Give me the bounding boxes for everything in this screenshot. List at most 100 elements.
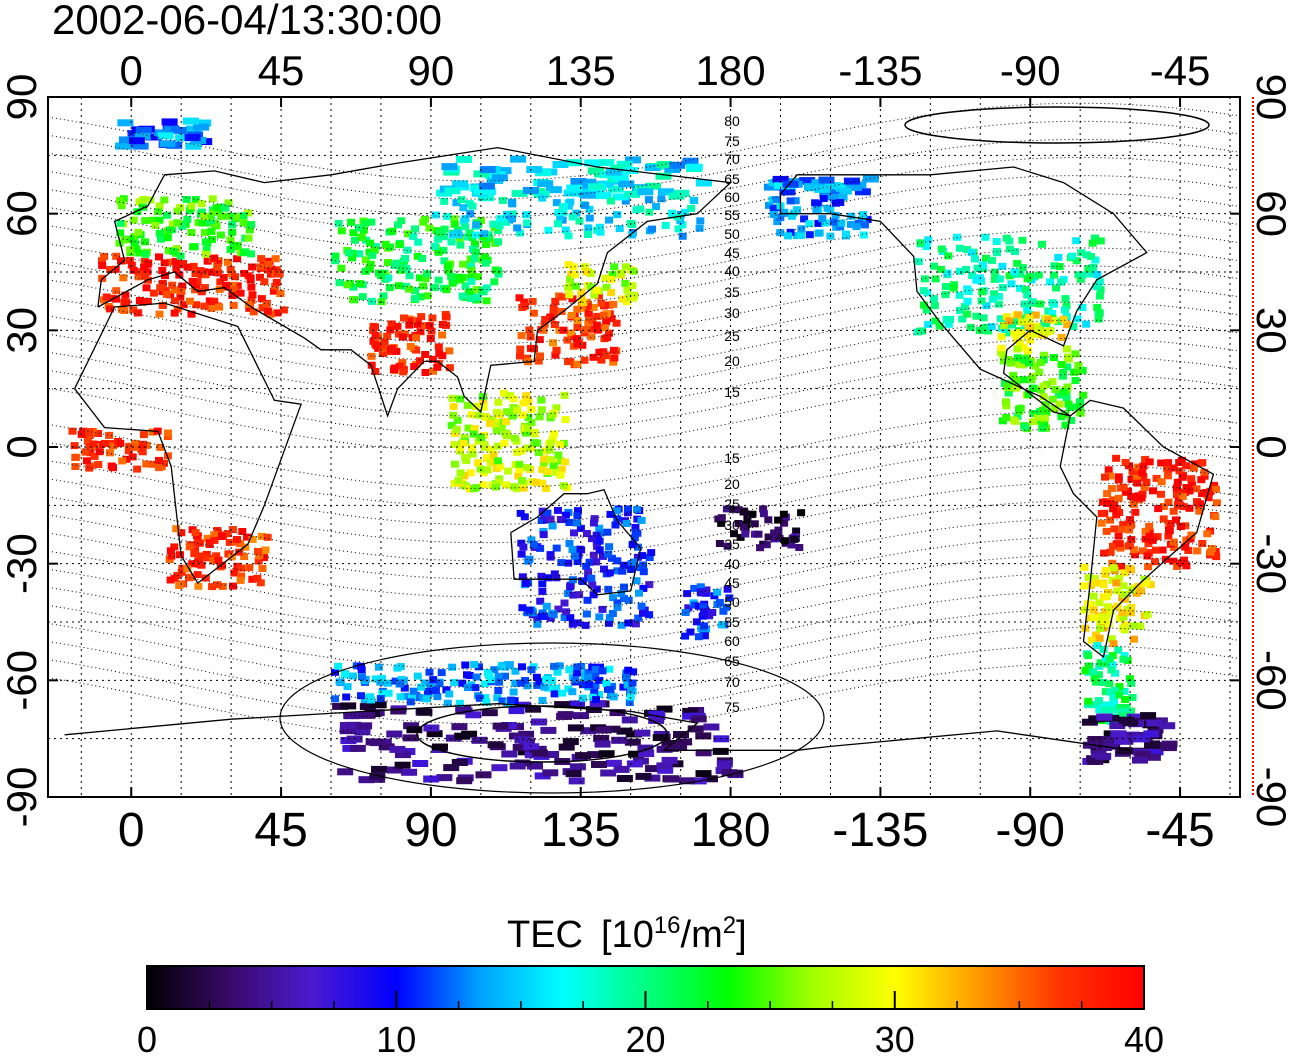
tec-cell (631, 528, 640, 536)
magnetic-contour (48, 663, 1240, 743)
tec-cell (1198, 540, 1207, 547)
tec-cell (343, 712, 360, 720)
tec-cell (622, 520, 631, 527)
tec-cell (434, 248, 443, 256)
tec-cell (132, 245, 141, 253)
tec-cell (155, 253, 163, 261)
contour-label-south: 65 (724, 653, 740, 669)
tec-cell (371, 323, 380, 331)
tec-cell (445, 690, 454, 698)
tec-cell (190, 550, 199, 558)
tec-cell (792, 527, 801, 535)
tec-cell (1115, 683, 1124, 691)
tec-cell (604, 585, 613, 593)
tec-cell (543, 509, 552, 517)
tec-cell (588, 535, 596, 543)
tec-cell (1115, 574, 1124, 582)
tec-cell (671, 744, 688, 751)
tec-cell (597, 299, 606, 307)
tec-cell (460, 217, 469, 225)
tec-cell (715, 599, 724, 606)
tec-cell (201, 554, 210, 562)
tec-cell (482, 297, 491, 305)
tec-cell (705, 612, 714, 620)
tec-cell (193, 571, 202, 579)
coastline-1 (97, 146, 733, 418)
tec-cell (243, 533, 252, 541)
tec-cell (1079, 391, 1088, 399)
tec-cell (791, 197, 800, 205)
tec-cell (464, 424, 473, 432)
tec-cell (496, 215, 505, 223)
tec-cell (359, 226, 368, 234)
tec-cell (1007, 280, 1016, 288)
tec-cell (1013, 259, 1022, 267)
tec-cell (444, 187, 461, 195)
tec-cell (862, 175, 879, 183)
tec-cell (1023, 275, 1032, 283)
tec-cell (762, 541, 771, 549)
tec-cell (438, 331, 447, 339)
tec-cell (1049, 354, 1058, 361)
contour-label-south: 25 (724, 496, 740, 512)
tec-cell (524, 557, 533, 565)
tec-cell (1050, 271, 1058, 279)
tec-cell (351, 236, 359, 244)
tec-cell (645, 554, 654, 561)
tec-cell (484, 231, 493, 239)
tec-cell (105, 449, 114, 457)
tec-cell (237, 564, 246, 572)
lon-tick-bottom: 90 (404, 804, 457, 857)
tec-cell (736, 533, 745, 541)
tec-cell (357, 692, 365, 700)
tec-cell (362, 236, 370, 244)
tec-cell (178, 222, 187, 230)
tec-cell (490, 278, 499, 286)
tec-cell (759, 505, 768, 513)
tec-cell (1086, 582, 1095, 589)
tec-cell (966, 323, 975, 331)
tec-cell (565, 540, 574, 547)
tec-cell (166, 547, 175, 555)
tec-cell (1028, 418, 1037, 426)
tec-cell (773, 218, 782, 226)
tec-cell (256, 579, 265, 587)
tec-cell (532, 439, 541, 447)
tec-cell (537, 180, 554, 188)
tec-cell (408, 693, 416, 701)
lat-tick-right: -60 (1248, 650, 1292, 711)
tec-cell (1076, 409, 1085, 417)
tec-cell (515, 466, 524, 474)
tec-cell (1189, 464, 1198, 472)
tec-cell (837, 219, 846, 227)
tec-cell (71, 463, 80, 470)
coastline-5 (64, 703, 1131, 751)
tec-cell (470, 661, 479, 668)
tec-cell (538, 696, 547, 704)
colorbar-tick-label: 20 (625, 1019, 665, 1057)
tec-cell (573, 512, 582, 520)
tec-cell (1178, 493, 1187, 500)
tec-cell (578, 694, 587, 702)
tec-cell (690, 601, 699, 609)
tec-cell (638, 750, 655, 757)
tec-cell (218, 561, 226, 569)
tec-cell (156, 443, 165, 451)
tec-cell (522, 354, 531, 362)
tec-cell (612, 173, 629, 181)
tec-cell (135, 127, 152, 134)
lon-tick-top: 180 (696, 47, 766, 94)
tec-cell (1101, 473, 1109, 481)
tec-cell (431, 687, 440, 694)
tec-cell (595, 524, 604, 532)
tec-cell (507, 696, 516, 704)
tec-cell (596, 529, 605, 537)
tec-cell (537, 517, 546, 524)
tec-cell (109, 442, 118, 450)
tec-cell (1115, 691, 1124, 699)
tec-cell (444, 267, 453, 275)
tec-cell (539, 326, 548, 334)
tec-cell (860, 221, 869, 229)
tec-cell (216, 231, 225, 239)
lat-tick-right: 60 (1248, 190, 1292, 237)
